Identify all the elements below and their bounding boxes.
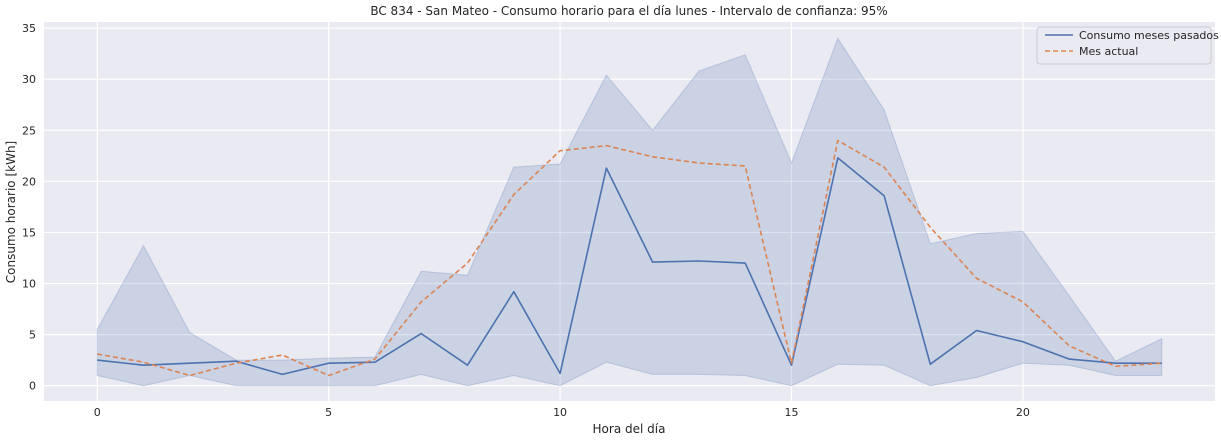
y-tick-label: 20	[22, 175, 36, 188]
y-tick-label: 5	[29, 329, 36, 342]
confidence-band	[96, 37, 1163, 387]
y-tick-label: 15	[22, 226, 36, 239]
y-axis-label: Consumo horario [kWh]	[4, 141, 18, 283]
y-tick-label: 0	[29, 380, 36, 393]
legend-box	[1036, 26, 1212, 65]
y-tick-labels: 0 5 10 15 20 25 30 35	[22, 22, 36, 393]
x-tick-label: 5	[325, 406, 332, 419]
y-tick-label: 30	[22, 73, 36, 86]
x-tick-label: 10	[553, 406, 567, 419]
x-tick-label: 20	[1016, 406, 1030, 419]
legend-label-series-0: Consumo meses pasados	[1079, 29, 1219, 42]
grid	[44, 22, 1215, 401]
series-line-1	[97, 139, 1162, 377]
y-tick-label: 25	[22, 124, 36, 137]
x-tick-labels: 0 5 10 15 20	[94, 406, 1030, 419]
chart-title: BC 834 - San Mateo - Consumo horario par…	[370, 4, 887, 18]
legend-label-series-1: Mes actual	[1079, 45, 1138, 58]
legend: Consumo meses pasados Mes actual	[1036, 26, 1219, 65]
x-axis-label: Hora del día	[593, 422, 666, 436]
x-tick-label: 0	[94, 406, 101, 419]
confidence-interval-area	[96, 37, 1163, 387]
x-tick-label: 15	[784, 406, 798, 419]
series-line-0	[97, 157, 1162, 376]
y-tick-label: 10	[22, 278, 36, 291]
plot-background	[44, 22, 1215, 401]
series-lines	[97, 139, 1162, 377]
y-tick-label: 35	[22, 22, 36, 35]
